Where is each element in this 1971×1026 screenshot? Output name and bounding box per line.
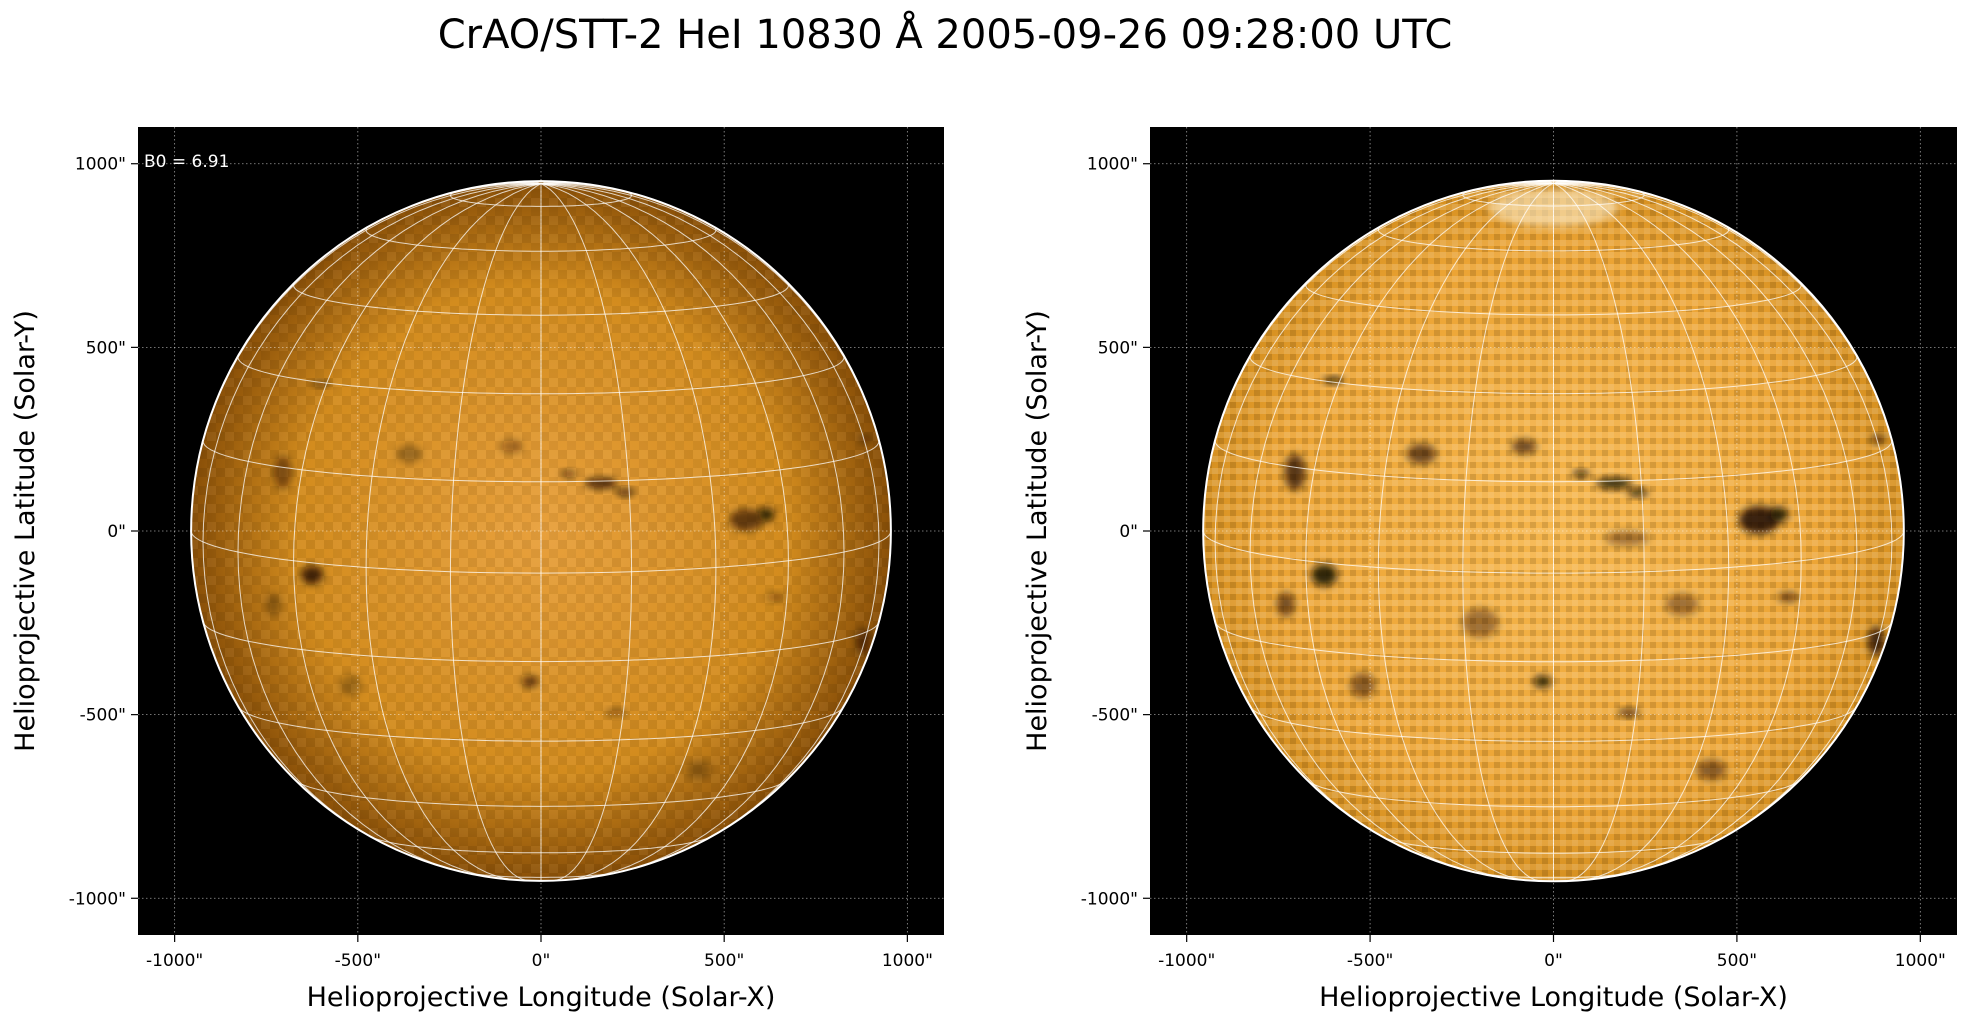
longitude-line [540,183,845,873]
filament-feature [266,593,281,616]
left-panel: -1000" -500" 0" 500" 1000" 1000" 500" 0" -500" -1… [10,127,944,1013]
longitude-line [1305,182,1554,878]
x-tick-label: -1000" [146,951,203,971]
longitude-line [1462,182,1554,882]
filament-feature [1696,759,1726,780]
y-tick-label: 500" [86,338,126,358]
filament-feature [1738,506,1780,534]
x-tick-label: 1000" [882,951,933,971]
longitude-line [540,183,717,881]
helioprojective-grid [138,127,944,935]
longitude-line [1553,182,1645,882]
y-tick-label: -1000" [69,889,126,909]
longitude-line [293,183,542,878]
y-tick-label: -500" [1092,706,1138,726]
x-tick-label: 0" [1544,951,1563,971]
filament-feature [500,439,523,454]
longitude-line [1553,182,1893,847]
filament-feature [685,760,712,779]
filament-feature [1769,507,1789,522]
y-tick-label: -1000" [1081,889,1138,909]
filament-feature [758,507,775,522]
filament-feature [858,435,872,443]
filament-feature [1461,608,1499,638]
longitude-line [1249,182,1554,873]
filament-feature [1572,470,1590,478]
filament-feature [766,592,785,602]
longitude-line [1553,182,1858,873]
y-tick-label: 500" [1098,338,1138,358]
filament-feature [1777,592,1799,602]
helioprojective-grid [1150,127,1957,935]
filament-feature [1533,675,1552,688]
filament-feature [1276,591,1295,617]
heliographic-grid [190,180,892,881]
longitude-line [202,183,542,846]
filament-feature [584,478,618,489]
x-tick-label: -500" [1347,951,1393,971]
filament-feature [1665,593,1699,616]
filament-feature [273,455,292,489]
x-axis-label: Helioprojective Longitude (Solar-X) [307,982,776,1013]
y-tick-label: 1000" [75,155,126,175]
filament-feature [561,470,576,478]
longitude-line [1377,182,1554,881]
longitude-line [1553,182,1730,881]
longitude-line [540,183,789,878]
x-tick-label: 1000" [1895,951,1946,971]
x-tick-label: 500" [704,951,744,971]
x-tick-label: -500" [335,951,381,971]
filament-feature [339,674,362,697]
filament-feature [616,488,635,497]
filament-feature [1323,377,1344,384]
filament-feature [856,628,871,655]
filament-feature [1350,672,1376,698]
y-axis-label: Helioprojective Latitude (Solar-Y) [1022,310,1053,752]
x-axis-label: Helioprojective Longitude (Solar-X) [1319,982,1788,1013]
filament-feature [1511,439,1537,454]
dark-features [1276,377,1886,780]
y-axis-label: Helioprojective Latitude (Solar-Y) [10,310,41,752]
y-tick-label: 1000" [1087,155,1138,175]
filament-feature [301,565,324,585]
y-tick-label: 0" [1119,522,1138,542]
filament-feature [1868,626,1885,656]
filament-feature [521,676,539,688]
x-tick-label: -1000" [1158,951,1215,971]
right-panel: -1000" -500" 0" 500" 1000" 1000" 500" 0" -500" -1… [1022,127,1957,1013]
x-tick-label: 0" [532,951,551,971]
y-tick-label: 0" [107,522,126,542]
longitude-line [1553,182,1802,878]
longitude-line [540,183,633,881]
b0-annotation: B0 = 6.91 [144,152,229,172]
filament-feature [1627,488,1649,497]
y-tick-label: -500" [80,706,126,726]
filament-feature [396,444,422,464]
filament-feature [1870,435,1886,444]
filament-feature [1406,443,1437,465]
filament-feature [1596,477,1632,489]
longitude-line [540,183,880,846]
longitude-line [365,183,542,881]
filament-feature [729,508,763,531]
filament-feature [1604,531,1649,546]
longitude-line [1214,182,1554,847]
x-tick-label: 500" [1717,951,1757,971]
longitude-line [237,183,542,873]
filament-feature [1311,564,1338,587]
longitude-line [449,183,542,881]
figure-title: CrAO/STT-2 HeI 10830 Å 2005-09-26 09:28:… [437,12,1453,58]
filament-feature [1284,453,1306,491]
